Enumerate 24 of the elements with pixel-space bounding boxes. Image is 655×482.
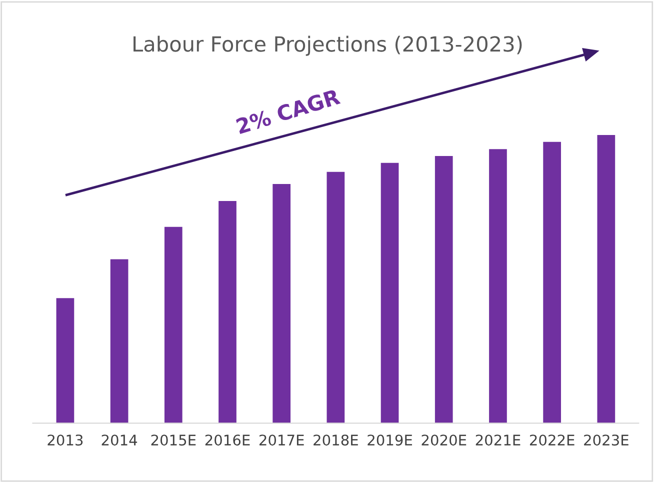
x-tick-label: 2015E [151, 434, 196, 446]
bar [218, 200, 236, 424]
bar [597, 134, 616, 424]
bar [543, 142, 561, 424]
x-tick-label: 2019E [368, 434, 412, 446]
chart-title: Labour Force Projections (2013-2023) [134, 36, 522, 56]
x-tick-label: 2018E [314, 434, 358, 446]
x-tick-label: 2013 [48, 434, 83, 446]
bar [56, 298, 74, 424]
bar [110, 259, 128, 424]
x-tick-label: 2017E [259, 434, 304, 446]
x-tick-label: 2022E [530, 434, 574, 446]
text: 2% CAGR [236, 88, 341, 134]
bar [272, 184, 291, 424]
bar [164, 226, 182, 424]
bar [489, 149, 507, 424]
bar [380, 162, 399, 424]
bar [434, 156, 453, 424]
x-tick-label: 2016E [205, 434, 250, 446]
x-tick-label: 2020E [422, 434, 466, 446]
x-tick-label: 2023E [584, 434, 628, 446]
x-tick-label: 2021E [476, 434, 520, 446]
bar [326, 172, 345, 424]
x-tick-label: 2014 [102, 434, 138, 446]
